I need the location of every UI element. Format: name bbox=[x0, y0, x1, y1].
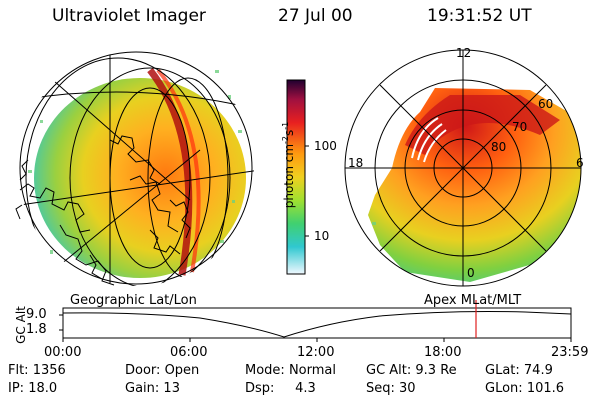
mode-status: Mode: Normal bbox=[245, 363, 336, 378]
glon-status: GLon: 101.6 bbox=[485, 381, 565, 396]
door-status: Door: Open bbox=[125, 363, 200, 378]
aurora-image-left bbox=[34, 78, 246, 278]
mlat-label-70: 70 bbox=[512, 120, 528, 134]
gain-status: Gain: 13 bbox=[125, 381, 180, 396]
mlt-label-12: 12 bbox=[456, 46, 472, 60]
geographic-map bbox=[15, 51, 254, 286]
noise-left bbox=[28, 70, 242, 254]
flt-status: Flt: 1356 bbox=[8, 363, 66, 378]
auroral-arc bbox=[147, 67, 193, 276]
orbit-xtick-1200: 12:00 bbox=[297, 345, 335, 360]
orbit-plot bbox=[59, 300, 572, 342]
date-label: 27 Jul 00 bbox=[278, 6, 353, 26]
geographic-label: Geographic Lat/Lon bbox=[70, 293, 197, 308]
colorbar-unit-label: photon cm-2s-1 bbox=[281, 121, 296, 209]
colorbar-tick-10: 10 bbox=[314, 229, 330, 243]
mlt-label-6: 6 bbox=[576, 156, 584, 170]
ring-artifacts bbox=[411, 117, 447, 163]
instrument-title: Ultraviolet Imager bbox=[52, 6, 206, 26]
dsp-status: Dsp: 4.3 bbox=[245, 381, 316, 396]
orbit-plot-frame bbox=[62, 307, 572, 339]
apex-polar-map bbox=[344, 49, 582, 287]
polar-grid bbox=[344, 49, 582, 287]
seq-status: Seq: 30 bbox=[366, 381, 416, 396]
apex-label: Apex MLat/MLT bbox=[424, 293, 522, 308]
altitude-curve bbox=[62, 311, 572, 338]
orbit-xtick-2359: 23:59 bbox=[551, 345, 589, 360]
orbit-xtick-0000: 00:00 bbox=[44, 345, 82, 360]
ip-status: IP: 18.0 bbox=[8, 381, 58, 396]
mlat-label-60: 60 bbox=[538, 97, 554, 111]
glat-status: GLat: 74.9 bbox=[485, 363, 553, 378]
time-label: 19:31:52 UT bbox=[427, 6, 532, 26]
orbit-xtick-1800: 18:00 bbox=[424, 345, 462, 360]
orbit-ytick-9: 9.0 bbox=[26, 307, 47, 322]
orbit-ytick-1.8: 1.8 bbox=[26, 322, 47, 337]
colorbar-tick-100: 100 bbox=[314, 139, 337, 153]
orbit-xtick-0600: 06:00 bbox=[170, 345, 208, 360]
geo-grid bbox=[19, 51, 254, 286]
gcalt-status: GC Alt: 9.3 Re bbox=[366, 363, 457, 378]
mlat-label-80: 80 bbox=[491, 140, 507, 154]
coastlines bbox=[15, 135, 191, 286]
colorbar-scale bbox=[286, 79, 306, 275]
mlt-label-0: 0 bbox=[467, 266, 475, 280]
colorbar bbox=[286, 79, 309, 275]
mlt-label-18: 18 bbox=[348, 156, 364, 170]
